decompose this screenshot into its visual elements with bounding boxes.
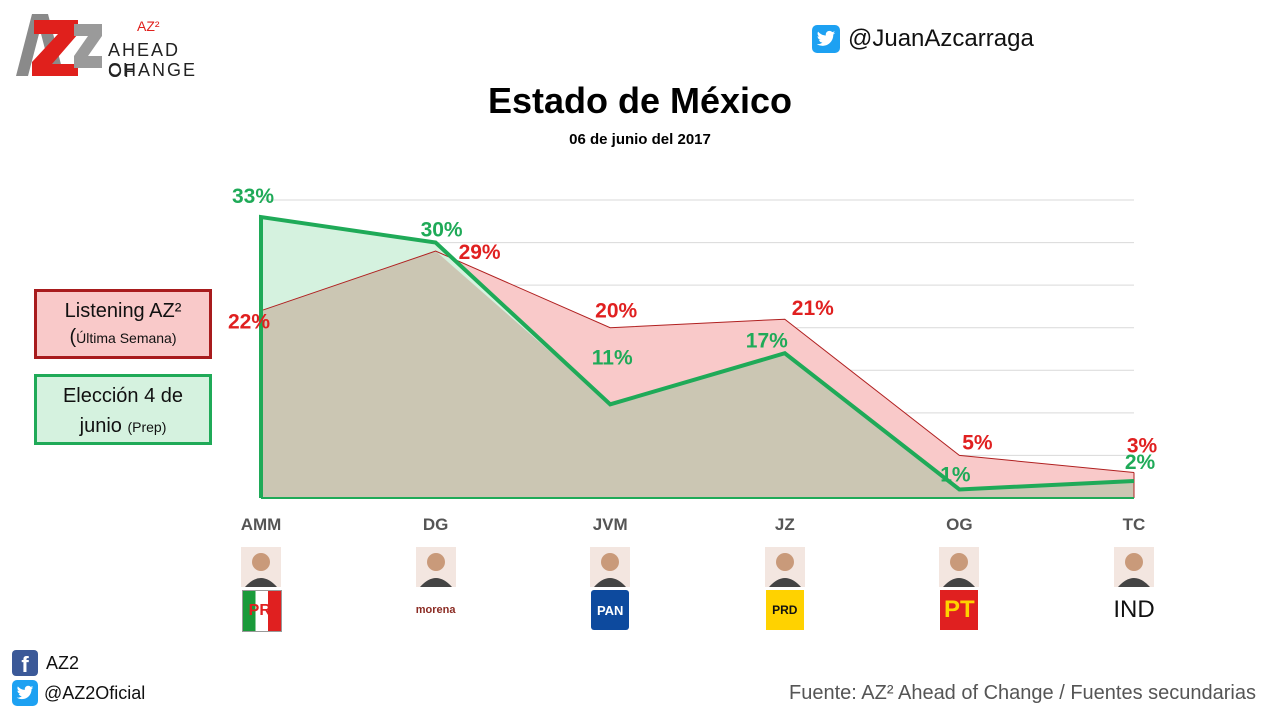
party-logo-pri: PRI	[242, 590, 282, 632]
party-logo-prd: PRD	[765, 590, 804, 630]
legend-listening-label: Listening AZ²	[64, 300, 182, 322]
party-logo-ind: IND	[1113, 596, 1155, 623]
facebook-link[interactable]: f AZ2	[12, 650, 79, 676]
party-logo-pt: PT	[940, 590, 979, 630]
party-logo-pan: PAN	[591, 590, 630, 630]
logo-text-line2: CHANGE	[108, 60, 198, 80]
legend-listening: Listening AZ² (Última Semana)	[34, 289, 212, 359]
data-label-eleccion: 11%	[592, 346, 633, 369]
az2-logo-mark-icon	[16, 14, 102, 76]
data-label-listening: 29%	[459, 241, 501, 264]
x-tick-label: DG	[423, 515, 449, 534]
legend-eleccion-sub: (Prep)	[127, 419, 167, 435]
twitter-link-bottom[interactable]: @AZ2Oficial	[12, 680, 145, 706]
candidate-photo-icon	[241, 547, 281, 587]
x-tick-label: TC	[1123, 515, 1146, 534]
data-label-listening: 22%	[228, 311, 270, 334]
candidate-photo-icon	[1114, 547, 1154, 587]
logo-superscript: AZ²	[137, 18, 160, 34]
data-label-listening: 5%	[962, 431, 993, 454]
candidate-photo-icon	[939, 547, 980, 587]
x-tick-label: JZ	[775, 515, 795, 534]
twitter-icon	[812, 25, 840, 53]
az2-logo: AZ² AHEAD OF CHANGE	[12, 10, 212, 81]
legend-listening-paren: (	[69, 326, 77, 348]
legend-listening-sub: Última Semana)	[76, 330, 177, 346]
legend-eleccion-label2: junio	[79, 415, 122, 437]
data-label-eleccion: 2%	[1125, 451, 1156, 474]
logo-text-line1: AHEAD OF	[108, 40, 181, 81]
twitter-icon	[12, 680, 38, 706]
data-label-listening: 21%	[792, 297, 834, 320]
data-label-eleccion: 1%	[940, 463, 971, 486]
data-label-eleccion: 30%	[421, 219, 463, 242]
x-tick-label: JVM	[593, 515, 628, 534]
data-label-eleccion: 17%	[746, 329, 788, 352]
twitter-handle-top[interactable]: @JuanAzcarraga	[812, 24, 1034, 54]
twitter-name-bottom: @AZ2Oficial	[44, 682, 146, 703]
x-tick-label: AMM	[241, 515, 282, 534]
legend-eleccion: Elección 4 de junio (Prep)	[34, 374, 212, 445]
legend-eleccion-label: Elección 4 de	[62, 385, 184, 407]
source-note: Fuente: AZ² Ahead of Change / Fuentes se…	[789, 682, 1256, 704]
candidate-photo-icon	[415, 547, 456, 587]
series-line-eleccion	[259, 214, 1135, 498]
series-line-listening	[260, 250, 1135, 473]
series-area-overlap	[261, 251, 1134, 498]
chart-title: Estado de México	[487, 80, 793, 121]
twitter-handle-text: @JuanAzcarraga	[848, 25, 1034, 52]
party-logo-morena: morena	[415, 604, 456, 616]
facebook-icon: f	[12, 650, 38, 676]
x-tick-label: OG	[946, 515, 972, 534]
candidate-photo-icon	[590, 547, 631, 587]
data-label-listening: 20%	[595, 300, 637, 323]
data-label-listening: 3%	[1127, 434, 1158, 457]
candidate-photo-icon	[764, 547, 805, 587]
data-label-eleccion: 33%	[232, 185, 274, 208]
facebook-name: AZ2	[46, 652, 80, 673]
chart-subtitle: 06 de junio del 2017	[569, 131, 711, 148]
